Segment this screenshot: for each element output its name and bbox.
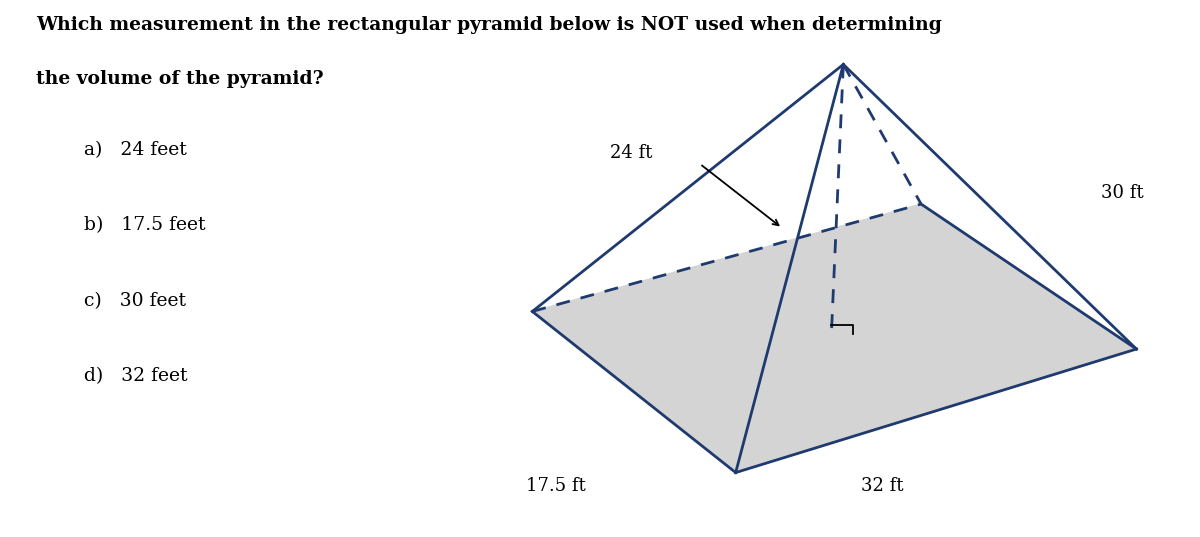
Text: 17.5 ft: 17.5 ft [527,477,586,495]
Polygon shape [533,204,1136,473]
Text: 24 ft: 24 ft [610,144,653,162]
Text: c)   30 feet: c) 30 feet [84,292,186,310]
Text: 30 ft: 30 ft [1100,184,1144,202]
Text: d)   32 feet: d) 32 feet [84,367,187,385]
Text: the volume of the pyramid?: the volume of the pyramid? [36,70,324,88]
Text: Which measurement in the rectangular pyramid below is NOT used when determining: Which measurement in the rectangular pyr… [36,16,942,34]
Text: 32 ft: 32 ft [862,477,904,495]
Text: b)   17.5 feet: b) 17.5 feet [84,216,205,235]
Text: a)   24 feet: a) 24 feet [84,141,186,159]
